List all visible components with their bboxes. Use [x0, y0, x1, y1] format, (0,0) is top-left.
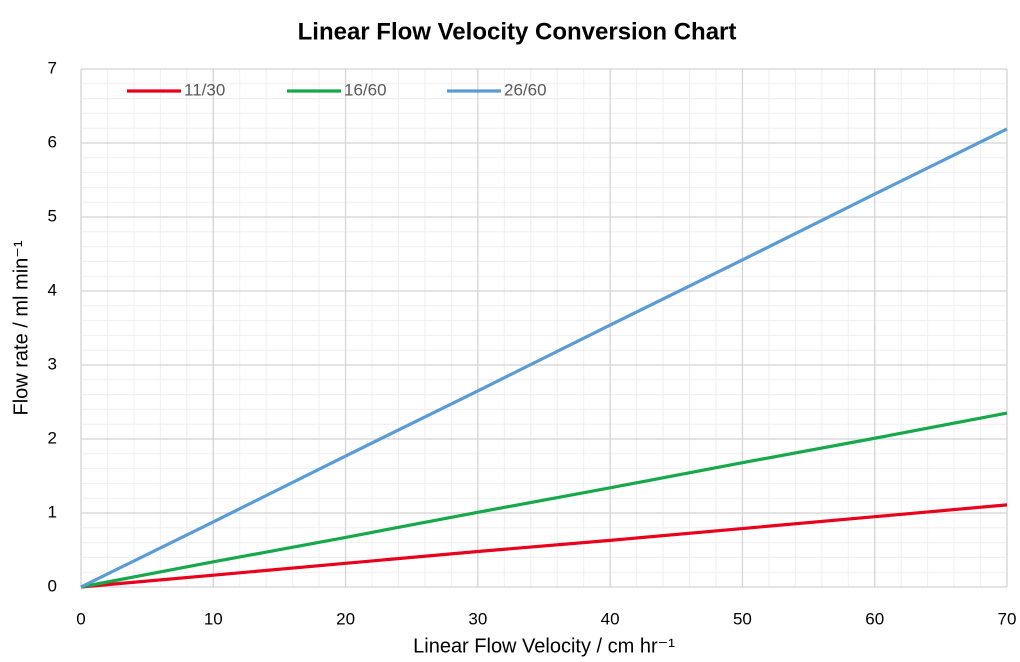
y-tick-label: 2 — [48, 428, 57, 447]
y-tick-label: 0 — [48, 576, 57, 595]
y-tick-label: 1 — [48, 502, 57, 521]
y-axis-label: Flow rate / ml min⁻¹ — [10, 240, 32, 415]
legend-label: 11/30 — [184, 80, 225, 99]
x-tick-label: 0 — [76, 609, 85, 628]
legend-label: 16/60 — [344, 80, 387, 99]
y-tick-label: 7 — [48, 58, 57, 77]
x-tick-label: 20 — [336, 609, 355, 628]
chart-title: Linear Flow Velocity Conversion Chart — [298, 18, 737, 45]
y-tick-label: 4 — [48, 280, 57, 299]
data-line — [80, 127, 1008, 589]
x-tick-label: 70 — [998, 609, 1017, 628]
y-tick-label: 5 — [48, 206, 57, 225]
data-line — [80, 503, 1008, 589]
x-axis-label: Linear Flow Velocity / cm hr⁻¹ — [413, 635, 675, 657]
x-tick-label: 30 — [468, 609, 487, 628]
y-tick-label: 3 — [48, 354, 57, 373]
data-line — [80, 411, 1008, 589]
y-tick-label: 6 — [48, 132, 57, 151]
x-tick-label: 60 — [865, 609, 884, 628]
legend-label: 26/60 — [504, 80, 547, 99]
x-tick-label: 10 — [204, 609, 223, 628]
x-tick-label: 50 — [733, 609, 752, 628]
x-tick-label: 40 — [601, 609, 620, 628]
